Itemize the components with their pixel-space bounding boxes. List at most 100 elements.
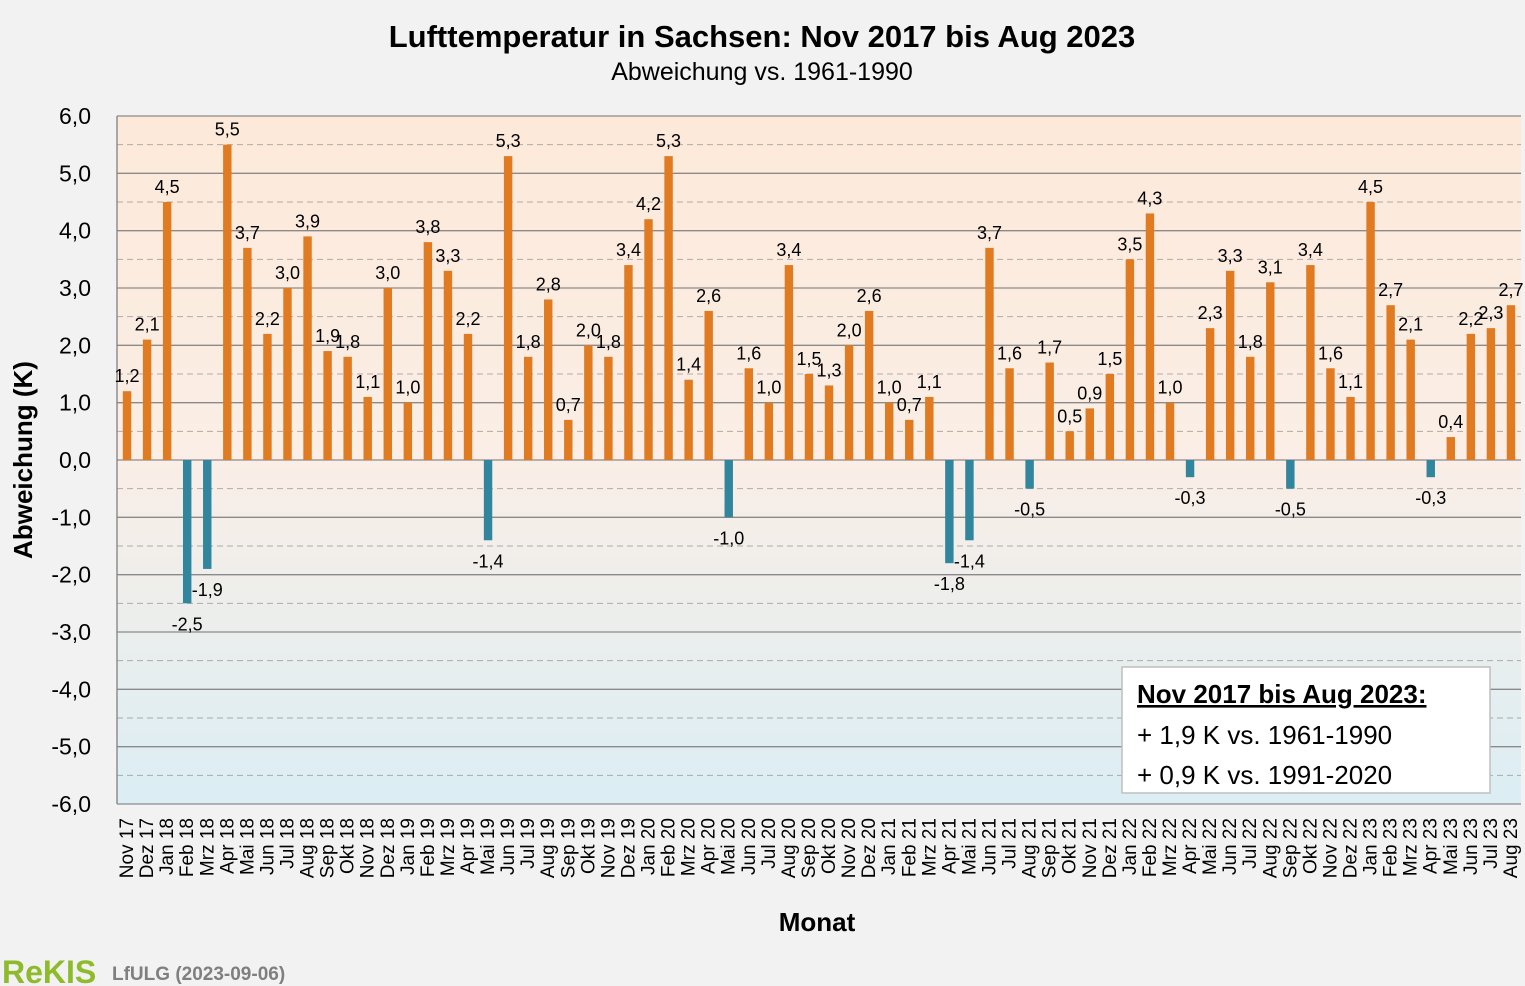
x-tick-label: Apr 19 [458,818,479,874]
x-tick-label: Sep 18 [318,818,339,878]
bar [985,247,994,460]
data-label: 1,8 [596,332,621,352]
data-label: 0,7 [897,395,922,415]
data-label: 1,6 [736,343,761,363]
x-tick-label: Jul 18 [277,818,298,869]
data-label: 2,2 [455,309,480,329]
x-tick-label: Mai 21 [959,818,980,875]
x-tick-label: Nov 21 [1080,818,1101,878]
bar [463,333,473,460]
data-label: 1,1 [917,372,942,392]
data-label: 2,6 [857,286,882,306]
data-label: 1,4 [676,355,701,375]
data-label: 2,7 [1498,280,1523,300]
x-tick-label: Mrz 19 [438,818,459,876]
bar [584,345,593,460]
data-label: 4,3 [1137,188,1162,208]
bar [1366,202,1375,460]
data-label: 2,1 [135,315,160,335]
y-tick-label: 4,0 [59,218,91,244]
data-label: 2,3 [1198,303,1223,323]
bar [624,265,633,460]
y-tick-label: 3,0 [59,275,91,301]
bar [142,339,152,460]
data-label: 3,4 [776,240,801,260]
data-label: -0,3 [1415,488,1446,508]
x-tick-label: Okt 18 [338,818,359,874]
data-label: 0,7 [556,395,581,415]
bar [1326,368,1335,460]
x-tick-label: Apr 21 [939,818,960,874]
x-tick-label: Jan 20 [639,818,660,875]
x-tick-label: Jul 19 [518,818,539,869]
bar [704,310,713,460]
x-tick-label: Aug 20 [779,818,800,878]
legend-box-frame [1121,666,1491,794]
y-tick-label: 2,0 [59,332,91,358]
x-tick-label: Mrz 20 [679,818,700,876]
x-tick-label: Aug 18 [298,818,319,878]
data-label: 3,1 [1258,257,1283,277]
bar [1205,328,1215,460]
bar [383,288,392,460]
bar [203,460,212,569]
data-label: 2,0 [576,320,601,340]
bar [1346,396,1355,460]
x-tick-label: Nov 19 [598,818,619,878]
data-label: 3,9 [295,211,320,231]
bar [844,345,854,460]
bar [1145,213,1155,460]
bar [764,402,774,460]
bar [1025,460,1034,489]
data-label: 1,3 [817,360,842,380]
bar [864,310,874,460]
data-label: 3,7 [977,223,1002,243]
bar [303,236,312,460]
bar [1446,437,1456,460]
bar [1266,282,1275,460]
legend-box-title: Nov 2017 bis Aug 2023: [1137,679,1427,709]
x-tick-label: Mai 23 [1441,818,1462,875]
bar [804,374,814,460]
bar [1506,305,1516,460]
x-tick-label: Sep 19 [558,818,579,878]
bar [182,460,192,604]
data-label: 2,3 [1478,303,1503,323]
data-label: 3,3 [435,246,460,266]
bar [905,419,914,460]
data-label: 1,0 [877,378,902,398]
rekis-logo: ReKIS [2,954,96,986]
y-tick-label: -6,0 [51,791,91,817]
bar [1406,339,1415,460]
bar [824,385,834,460]
x-tick-label: Mrz 23 [1401,818,1422,876]
x-tick-label: Dez 19 [618,818,639,878]
data-labels: 1,22,14,5-2,5-1,95,53,72,23,03,91,91,81,… [115,120,1524,635]
bar [1386,305,1395,460]
bar [604,356,613,460]
data-label: 1,1 [355,372,380,392]
summary-legend-box: Nov 2017 bis Aug 2023: + 1,9 K vs. 1961-… [1121,666,1491,794]
bar [684,379,693,460]
bar [423,242,433,460]
bar [1085,408,1094,460]
source-label: LfULG (2023-09-06) [112,964,285,985]
data-label: -0,3 [1175,488,1206,508]
bar [1246,356,1255,460]
data-label: 1,7 [1037,338,1062,358]
data-label: 3,8 [415,217,440,237]
bar [1005,368,1014,460]
x-tick-label: Jul 22 [1240,818,1261,869]
x-tick-label: Dez 17 [137,818,158,878]
x-tick-label: Sep 22 [1280,818,1301,878]
data-label: 3,3 [1218,246,1243,266]
data-label: 3,7 [235,223,260,243]
x-tick-label: Jul 21 [1000,818,1021,869]
data-label: -2,5 [172,614,203,634]
bar [243,247,252,460]
x-tick-label: Aug 23 [1501,818,1522,878]
data-label: 1,6 [997,343,1022,363]
x-tick-label: Jan 21 [879,818,900,875]
bar [1466,333,1476,460]
x-tick-label: Dez 18 [378,818,399,878]
